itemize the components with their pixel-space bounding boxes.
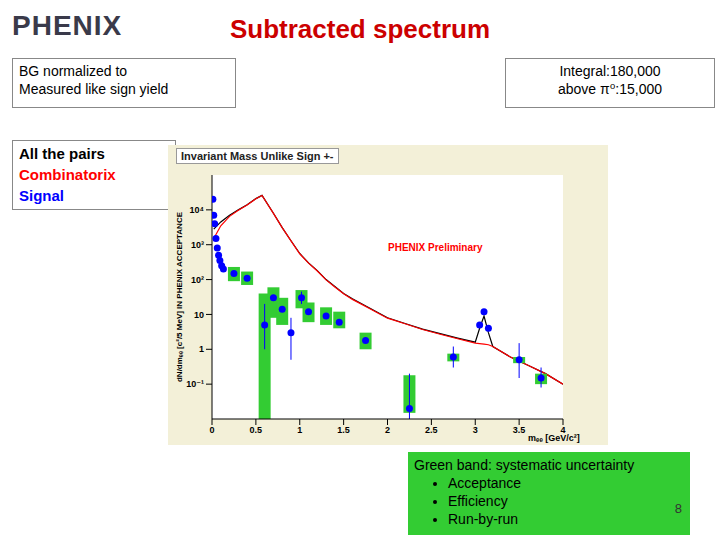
svg-text:1: 1 xyxy=(297,425,302,435)
svg-text:2.5: 2.5 xyxy=(425,425,438,435)
html-text:All the pairs: All the pairs xyxy=(19,145,105,162)
svg-text:10: 10 xyxy=(194,310,204,320)
html-text:Run-by-run: Run-by-run xyxy=(448,511,518,527)
html-text:Efficiency: Efficiency xyxy=(448,493,508,509)
svg-text:10²: 10² xyxy=(191,275,204,285)
html-text:Invariant Mass Unlike Sign +-: Invariant Mass Unlike Sign +- xyxy=(181,150,334,162)
html-text:Acceptance: Acceptance xyxy=(448,475,522,491)
html-text:dN/dmₑₑ [c²/5 MeV] IN PHENIX A: dN/dmₑₑ [c²/5 MeV] IN PHENIX ACCEPTANCE xyxy=(175,212,184,382)
svg-text:4: 4 xyxy=(560,425,566,436)
svg-text:3.5: 3.5 xyxy=(513,425,526,435)
html-text:mₑₑ [GeV/c²]: mₑₑ [GeV/c²] xyxy=(528,433,580,443)
svg-text:3: 3 xyxy=(473,425,478,435)
html-text:BG normalized to: BG normalized to xyxy=(19,63,128,79)
svg-text:2: 2 xyxy=(385,425,390,435)
svg-text:1: 1 xyxy=(199,344,204,354)
svg-text:0: 0 xyxy=(209,425,214,435)
html-text:Subtracted spectrum: Subtracted spectrum xyxy=(230,14,490,44)
html-text:PHENIX Preliminary: PHENIX Preliminary xyxy=(388,242,483,253)
svg-text:10⁴: 10⁴ xyxy=(190,205,204,215)
html-text:Green band: systematic uncerta: Green band: systematic uncertainty xyxy=(414,457,635,473)
svg-text:10³: 10³ xyxy=(191,240,204,250)
html-text:Signal: Signal xyxy=(19,187,64,204)
svg-text:1.5: 1.5 xyxy=(337,425,350,435)
html-text:PHENIX: PHENIX xyxy=(12,10,123,41)
html-text:Combinatorix: Combinatorix xyxy=(19,166,116,183)
html-text:Integral:180,000: Integral:180,000 xyxy=(559,63,661,79)
svg-text:0.5: 0.5 xyxy=(250,425,263,435)
html-text:above π⁰:15,000: above π⁰:15,000 xyxy=(558,81,662,97)
svg-text:10⁻¹: 10⁻¹ xyxy=(186,379,204,389)
html-text:8: 8 xyxy=(674,501,682,516)
html-text:Measured like sign yield: Measured like sign yield xyxy=(19,81,169,97)
